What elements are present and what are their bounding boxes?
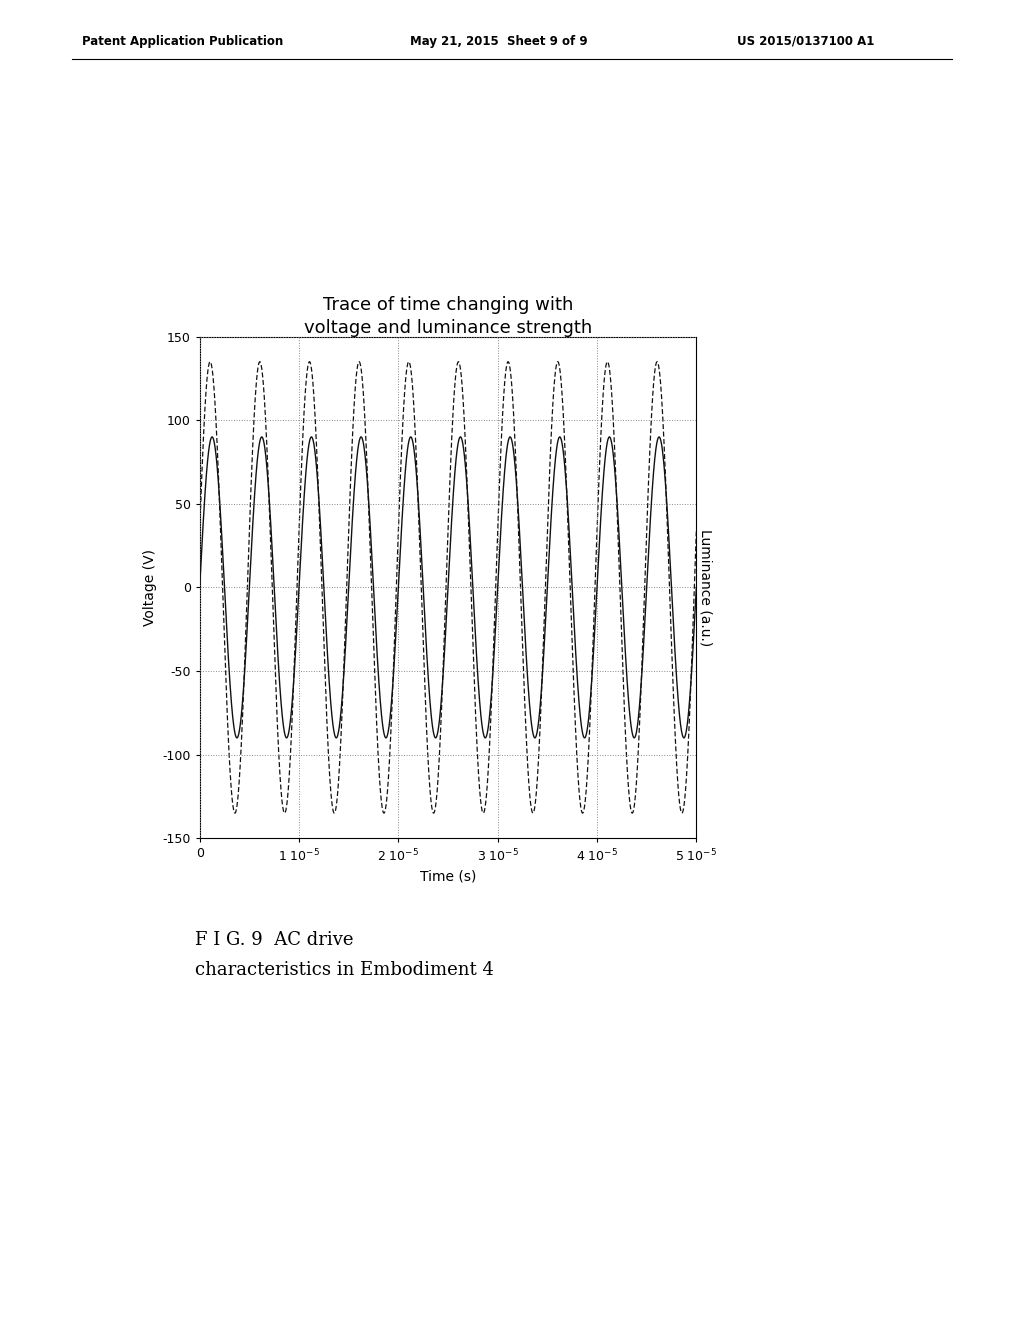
X-axis label: Time (s): Time (s) [420, 870, 476, 883]
Text: characteristics in Embodiment 4: characteristics in Embodiment 4 [195, 961, 494, 979]
Text: Patent Application Publication: Patent Application Publication [82, 34, 284, 48]
Y-axis label: Luminance (a.u.): Luminance (a.u.) [699, 529, 713, 645]
Text: May 21, 2015  Sheet 9 of 9: May 21, 2015 Sheet 9 of 9 [410, 34, 587, 48]
Text: US 2015/0137100 A1: US 2015/0137100 A1 [737, 34, 874, 48]
Text: Trace of time changing with: Trace of time changing with [323, 296, 573, 314]
Text: F I G. 9  AC drive: F I G. 9 AC drive [195, 931, 353, 949]
Text: voltage and luminance strength: voltage and luminance strength [304, 318, 592, 337]
Y-axis label: Voltage (V): Voltage (V) [142, 549, 157, 626]
